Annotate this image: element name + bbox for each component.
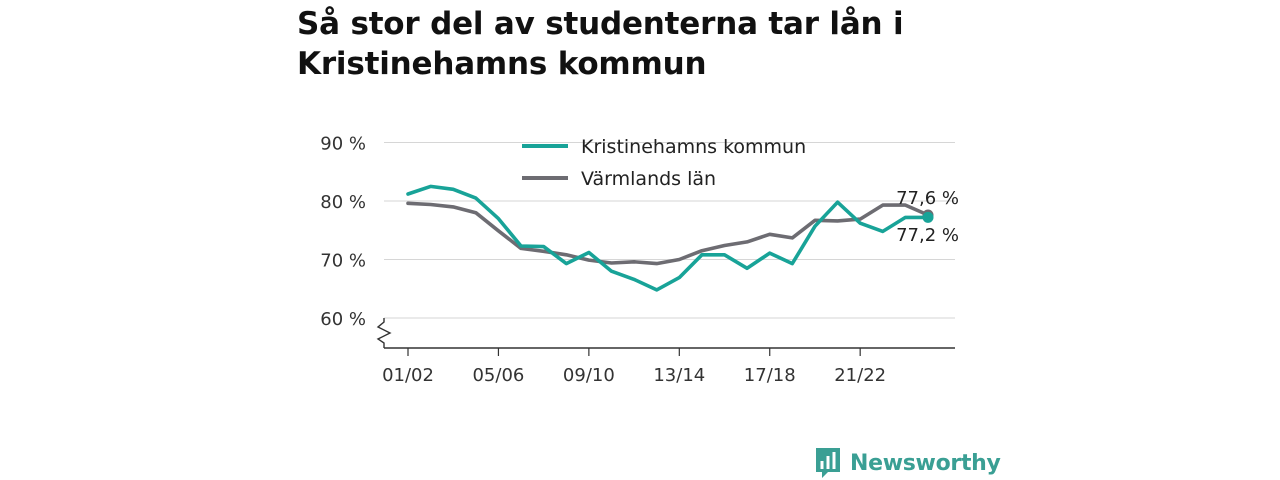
y-tick-label: 60 % [320, 309, 366, 330]
series-line-varmland [406, 201, 930, 266]
series-line-kristinehamn [406, 184, 930, 292]
legend-label: Kristinehamns kommun [581, 136, 806, 158]
series-end-marker [922, 211, 934, 223]
x-tick-label: 09/10 [563, 365, 615, 386]
newsworthy-logo: Newsworthy [814, 446, 1001, 480]
x-tick-label: 21/22 [834, 365, 886, 386]
newsworthy-logo-icon [816, 448, 840, 478]
axis-break-icon [376, 318, 392, 348]
x-tick-label: 05/06 [472, 365, 524, 386]
chart-title: Så stor del av studenterna tar lån i Kri… [297, 6, 904, 82]
x-tick-label: 17/18 [744, 365, 796, 386]
y-tick-label: 80 % [320, 192, 366, 213]
x-tick-label: 13/14 [653, 365, 705, 386]
y-tick-label: 90 % [320, 134, 366, 155]
end-label-kristinehamn: 77,2 % [896, 225, 959, 246]
legend-label: Värmlands län [581, 168, 716, 190]
y-tick-label: 70 % [320, 251, 366, 272]
end-label-varmland: 77,6 % [896, 188, 959, 209]
x-tick-label: 01/02 [382, 365, 434, 386]
brand-name: Newsworthy [850, 450, 1001, 476]
